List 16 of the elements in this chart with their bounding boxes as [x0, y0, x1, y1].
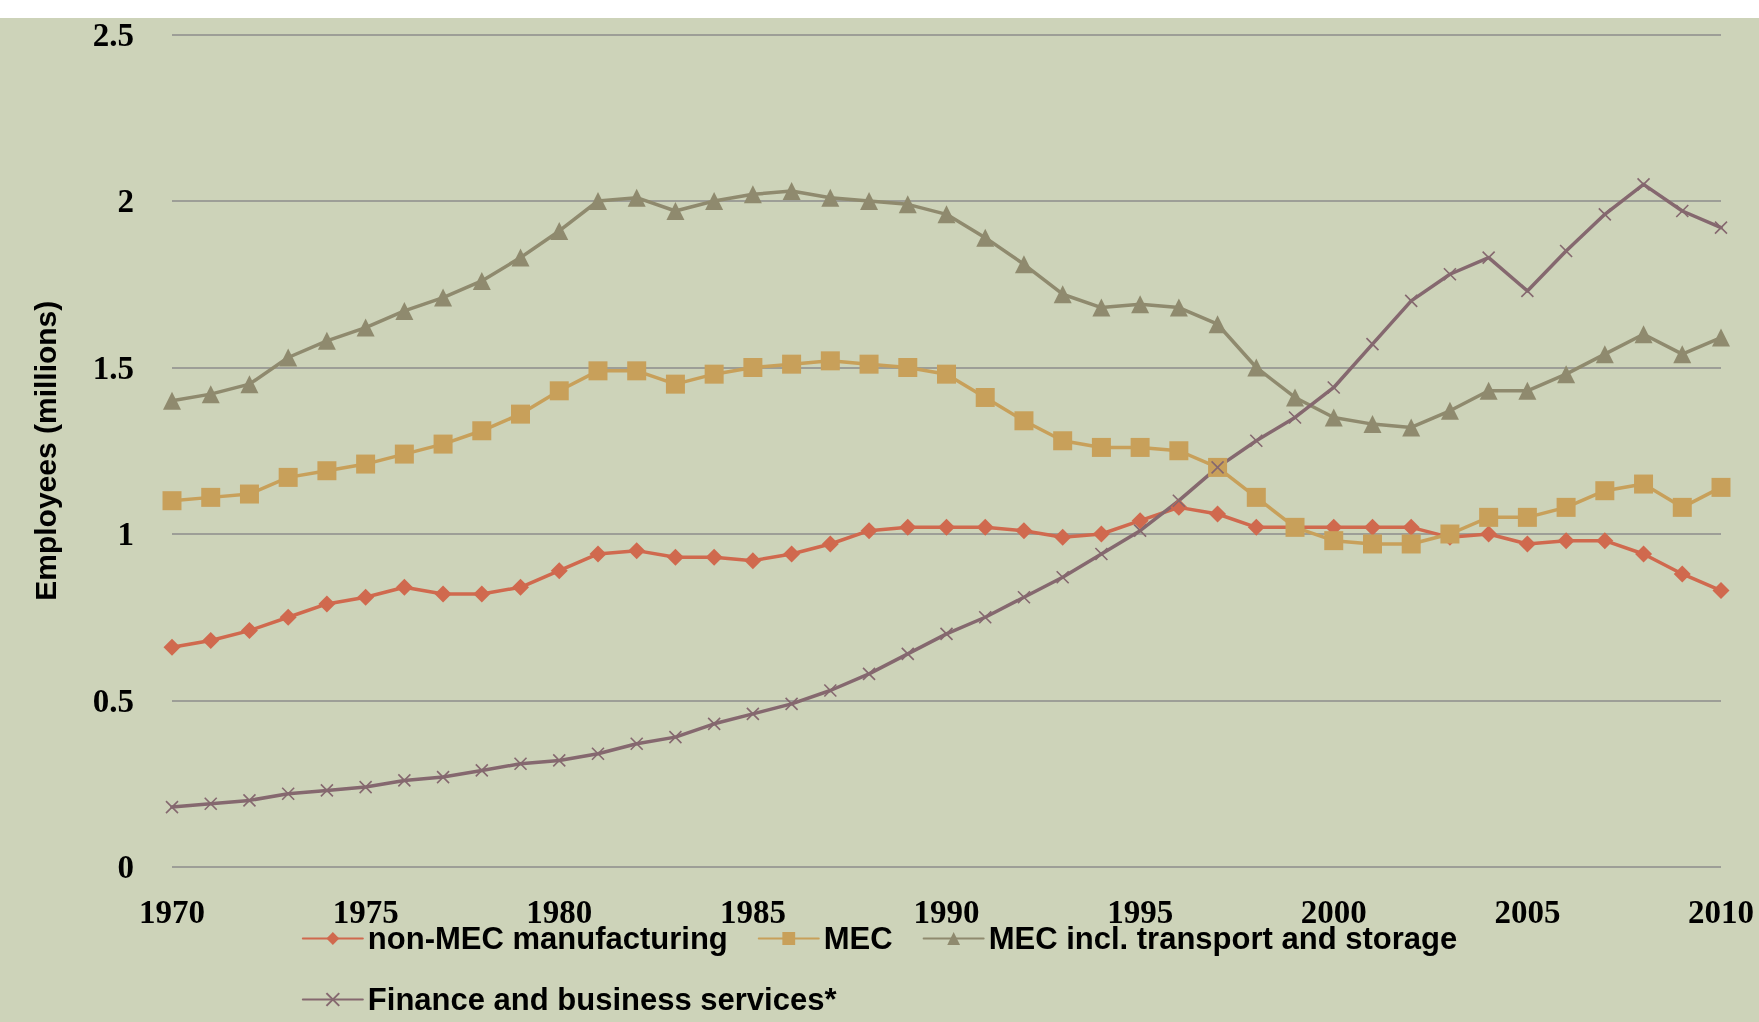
x-tick-label: 1985 — [719, 893, 786, 930]
x-tick-label: 2010 — [1688, 893, 1754, 930]
y-tick-label: 0 — [117, 849, 134, 885]
y-tick-label: 1 — [117, 516, 134, 552]
legend-label: MEC — [823, 921, 893, 956]
y-tick-label: 1.5 — [92, 349, 134, 386]
y-tick-label: 2 — [117, 183, 134, 219]
legend-label: Finance and business services* — [367, 982, 838, 1017]
x-tick-label: 2005 — [1494, 893, 1561, 930]
y-axis-title: Employees (millions) — [28, 300, 62, 601]
x-tick-label: 1980 — [526, 893, 593, 930]
x-tick-label: 1975 — [332, 893, 399, 930]
y-tick-label: 0.5 — [92, 682, 134, 719]
y-tick-label: 2.5 — [92, 16, 134, 53]
x-tick-label: 1970 — [139, 893, 205, 930]
x-tick-label: 1990 — [913, 893, 980, 930]
